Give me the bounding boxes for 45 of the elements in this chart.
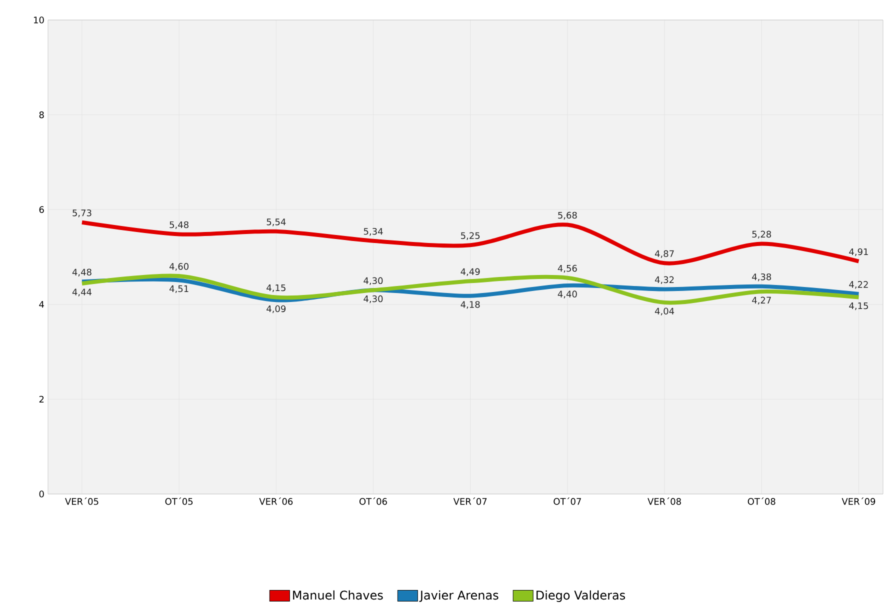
x-tick-label: OT´08 [748,498,776,505]
y-tick-label: 8 [39,111,44,118]
x-tick-label: VER´05 [65,498,98,505]
x-tick-label: VER´06 [259,498,293,505]
x-tick-label: VER´07 [453,498,487,505]
data-label: 4,18 [460,301,480,309]
data-label: 4,30 [364,277,383,285]
data-label: 4,30 [364,295,383,304]
data-label: 4,48 [72,268,92,276]
data-label: 4,91 [849,248,868,256]
data-label: 4,60 [169,263,188,271]
y-tick-label: 0 [39,490,44,498]
data-label: 4,49 [460,268,480,276]
x-tick-label: VER´09 [842,498,876,505]
x-tick-label: OT´07 [554,498,581,505]
data-label: 4,15 [849,302,868,310]
legend-label: Javier Arenas [419,590,498,602]
data-label: 4,40 [558,290,577,298]
data-label: 5,48 [170,221,188,230]
data-label: 4,32 [654,276,674,284]
data-label: 4,38 [752,273,772,282]
data-label: 4,27 [752,296,771,305]
data-label: 4,09 [266,305,286,314]
x-tick-label: OT´05 [165,498,193,505]
y-tick-label: 6 [39,206,44,213]
data-label: 5,34 [364,228,383,236]
legend-label: Diego Valderas [536,590,626,602]
data-label: 4,87 [654,250,674,258]
data-label: 4,51 [169,285,188,294]
data-label: 5,68 [558,212,577,220]
legend-label: Manuel Chaves [293,590,383,600]
data-label: 4,04 [654,308,674,316]
data-label: 4,44 [72,288,92,296]
data-label: 5,73 [72,209,92,218]
data-label: 4,56 [558,264,577,273]
x-tick-label: OT´06 [359,498,387,505]
data-label: 4,22 [849,281,868,289]
y-tick-label: 4 [39,301,44,308]
x-tick-label: VER´08 [648,498,681,505]
data-label: 5,28 [752,230,772,239]
data-label: 5,25 [461,232,480,240]
y-tick-label: 2 [39,396,44,403]
data-label: 5,54 [266,218,286,226]
data-label: 4,15 [266,284,286,292]
y-tick-label: 10 [34,16,44,24]
